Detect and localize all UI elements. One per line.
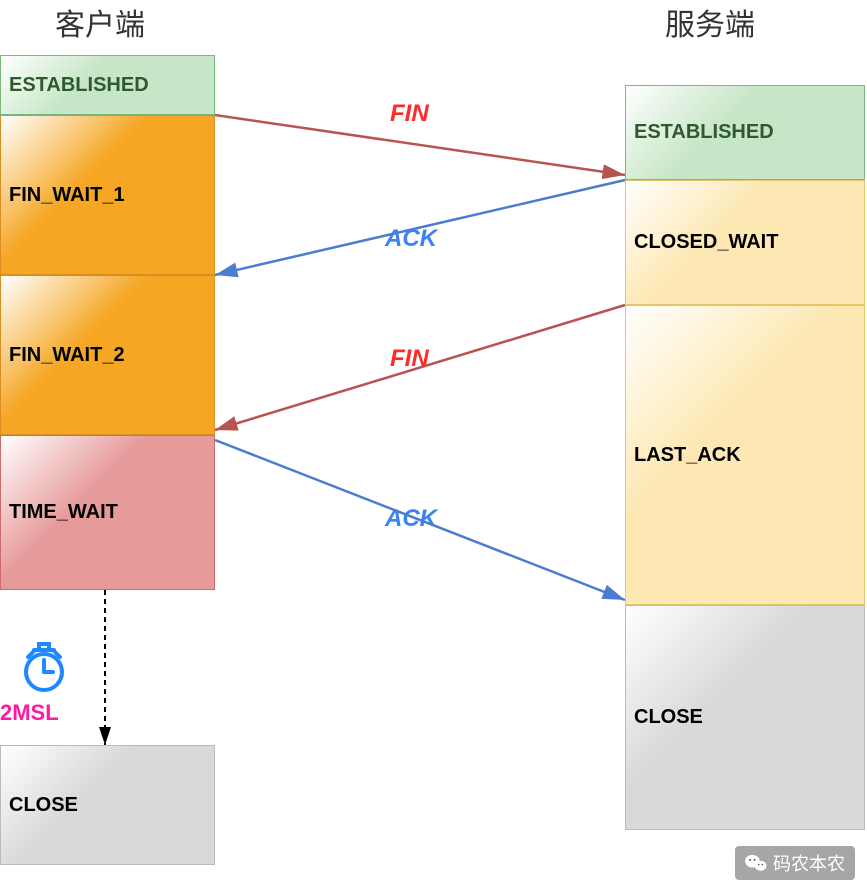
server-state: LAST_ACK [625, 305, 865, 605]
state-label: LAST_ACK [634, 444, 741, 467]
server-state: CLOSE [625, 605, 865, 830]
server-state: ESTABLISHED [625, 85, 865, 180]
clock-icon [20, 640, 68, 701]
state-label: CLOSE [9, 794, 78, 817]
server-title: 服务端 [665, 0, 755, 44]
client-state: TIME_WAIT [0, 435, 215, 590]
client-state: FIN_WAIT_2 [0, 275, 215, 435]
state-label: ESTABLISHED [634, 121, 774, 144]
watermark-text: 码农本农 [773, 850, 845, 876]
client-state: FIN_WAIT_1 [0, 115, 215, 275]
client-state: CLOSE [0, 745, 215, 865]
message-label: ACK [385, 225, 437, 253]
client-title: 客户端 [55, 0, 145, 44]
wechat-icon [745, 853, 767, 873]
watermark: 码农本农 [735, 846, 855, 880]
state-label: ESTABLISHED [9, 74, 149, 97]
timer-label: 2MSL [0, 700, 59, 726]
message-label: FIN [390, 100, 429, 128]
message-label: FIN [390, 345, 429, 373]
state-label: TIME_WAIT [9, 501, 118, 524]
state-label: CLOSE [634, 706, 703, 729]
client-state: ESTABLISHED [0, 55, 215, 115]
state-label: CLOSED_WAIT [634, 231, 778, 254]
state-label: FIN_WAIT_2 [9, 344, 125, 367]
server-state: CLOSED_WAIT [625, 180, 865, 305]
message-label: ACK [385, 505, 437, 533]
state-label: FIN_WAIT_1 [9, 184, 125, 207]
